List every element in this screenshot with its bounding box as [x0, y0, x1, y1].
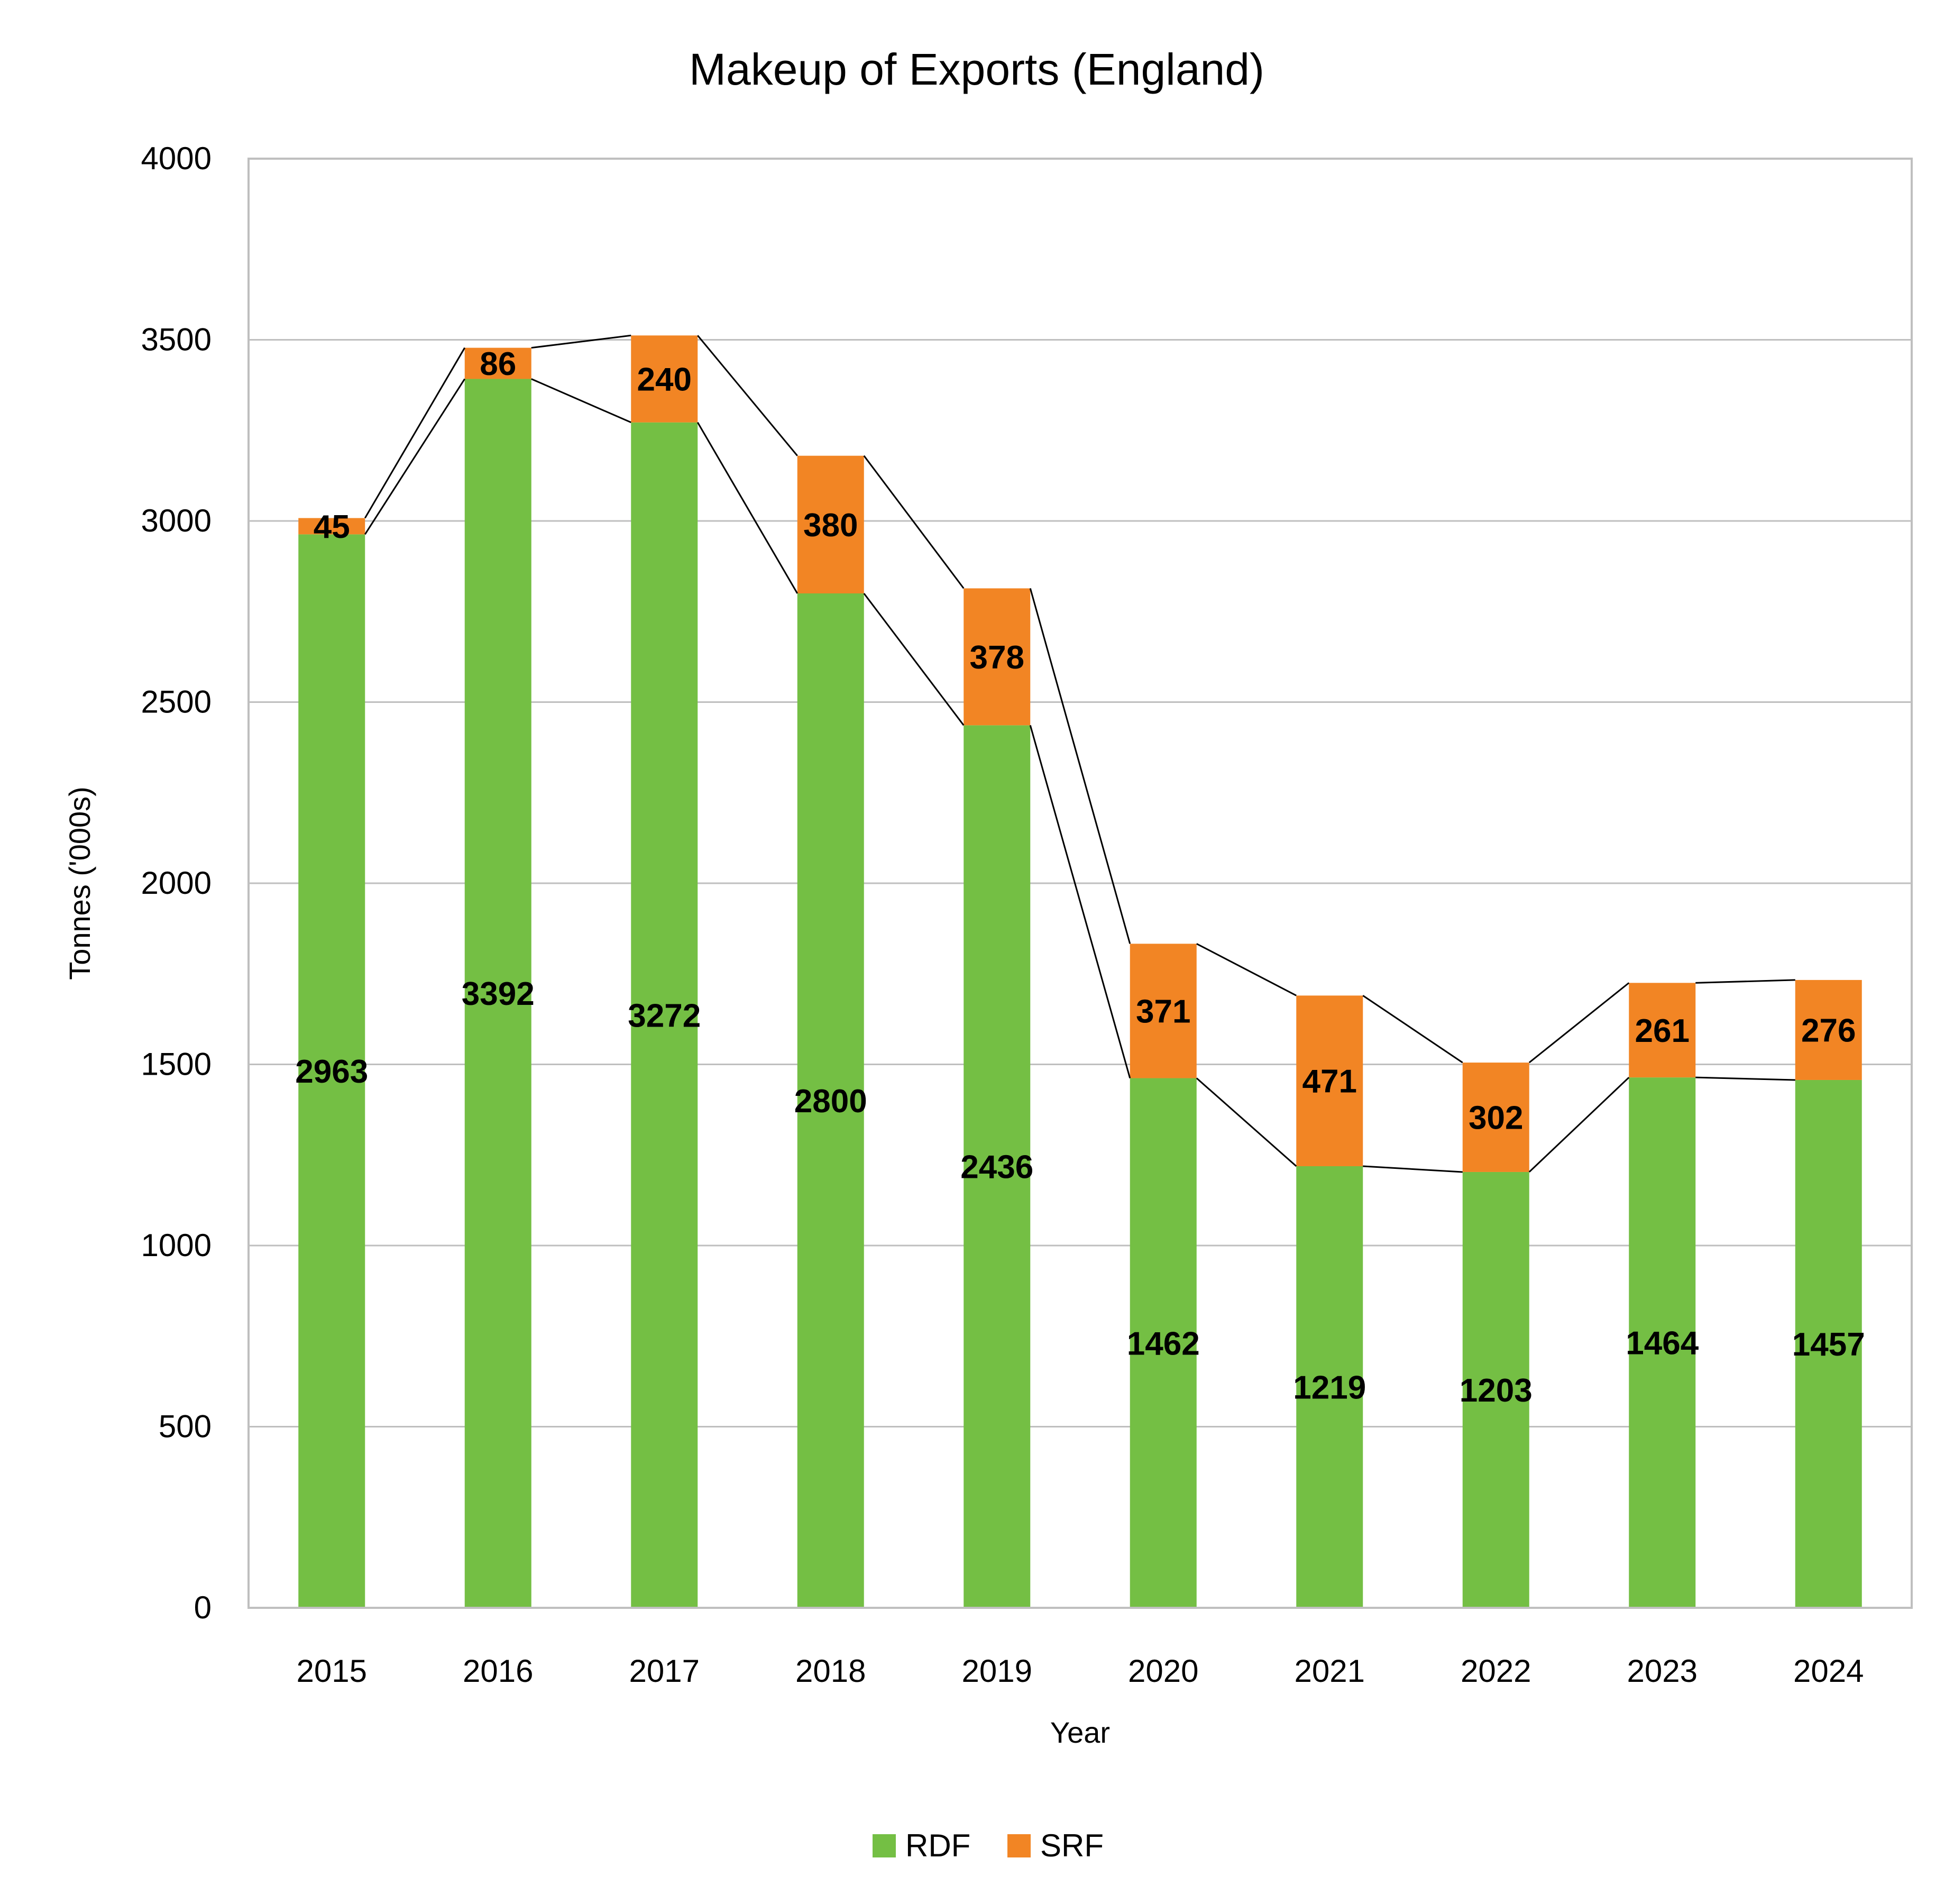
series-line-srf: [1362, 995, 1463, 1064]
bar-segment-rdf: [797, 593, 864, 1608]
series-line-srf: [1528, 982, 1630, 1064]
x-tick-label: 2017: [629, 1653, 700, 1689]
bar-segment-rdf: [1795, 1079, 1862, 1608]
y-tick-label: 3000: [141, 503, 212, 538]
data-label-srf: 45: [314, 509, 350, 545]
series-line-srf: [1695, 979, 1795, 984]
x-tick-label: 2019: [962, 1653, 1032, 1689]
y-tick-label: 2000: [141, 865, 212, 901]
bar-segment-srf: [797, 455, 864, 593]
data-label-srf: 371: [1136, 993, 1190, 1030]
bar-segment-rdf: [631, 422, 698, 1608]
plot-area-border: [247, 158, 1913, 1609]
data-label-srf: 86: [480, 346, 516, 382]
series-line-rdf: [531, 378, 631, 424]
bar-segment-srf: [1130, 944, 1197, 1078]
bar-segment-srf: [1795, 980, 1862, 1080]
data-label-rdf: 1219: [1293, 1369, 1366, 1406]
legend-swatch-rdf: [873, 1834, 896, 1857]
series-line-srf: [364, 347, 466, 519]
data-label-srf: 378: [970, 639, 1024, 676]
x-tick-label: 2022: [1461, 1653, 1531, 1689]
legend-label-rdf: RDF: [905, 1828, 970, 1863]
data-label-srf: 380: [803, 507, 858, 544]
bar-segment-srf: [964, 588, 1031, 726]
series-line-rdf: [364, 378, 466, 535]
data-label-rdf: 2963: [295, 1054, 368, 1090]
series-line-rdf: [863, 593, 965, 726]
x-tick-label: 2021: [1295, 1653, 1365, 1689]
data-label-rdf: 1462: [1127, 1325, 1200, 1362]
data-label-rdf: 2436: [960, 1149, 1033, 1186]
bar-segment-rdf: [464, 379, 531, 1608]
series-line-rdf: [1196, 1077, 1297, 1167]
bar-segment-srf: [1462, 1063, 1529, 1172]
chart-title: Makeup of Exports (England): [689, 44, 1264, 94]
legend-label-srf: SRF: [1040, 1828, 1104, 1863]
y-tick-label: 500: [159, 1409, 212, 1444]
series-line-srf: [531, 334, 631, 349]
data-label-rdf: 2800: [794, 1083, 867, 1120]
data-label-srf: 302: [1469, 1100, 1523, 1137]
bar-segment-rdf: [1130, 1078, 1197, 1608]
bar-segment-srf: [464, 347, 531, 379]
bar-segment-rdf: [1296, 1166, 1363, 1608]
legend: RDF SRF: [873, 1828, 1104, 1863]
bar-segment-srf: [1296, 995, 1363, 1166]
y-axis-ticks: 0 500 1000 1500 2000 2500 3000 3500 4000: [141, 141, 212, 1625]
y-axis-title: Tonnes ('000s): [63, 786, 96, 980]
x-axis-title: Year: [1050, 1716, 1110, 1749]
bar-segment-srf: [298, 518, 365, 535]
x-tick-label: 2020: [1128, 1653, 1198, 1689]
y-tick-label: 0: [194, 1590, 212, 1625]
bar-segment-rdf: [964, 725, 1031, 1608]
bar-segment-rdf: [1629, 1077, 1696, 1608]
data-label-rdf: 1464: [1626, 1325, 1699, 1362]
y-tick-label: 4000: [141, 141, 212, 176]
series-line-srf: [1196, 943, 1297, 996]
x-axis-ticks: 2015 2016 2017 2018 2019 2020 2021 2022 2023 2024: [297, 1653, 1864, 1689]
series-line-srf: [863, 455, 965, 589]
data-label-srf: 240: [637, 361, 692, 398]
series-line-srf: [1029, 588, 1131, 944]
series-line-rdf: [1029, 725, 1131, 1078]
x-tick-label: 2018: [795, 1653, 866, 1689]
series-line-srf: [697, 335, 798, 456]
data-label-srf: 471: [1302, 1064, 1357, 1100]
series-line-rdf: [1363, 1165, 1463, 1173]
x-tick-label: 2023: [1627, 1653, 1698, 1689]
y-tick-label: 1000: [141, 1228, 212, 1263]
series-line-rdf: [1695, 1076, 1795, 1081]
series-line-rdf: [696, 422, 799, 594]
x-tick-label: 2016: [463, 1653, 533, 1689]
series-lines: [364, 334, 1795, 1173]
data-label-rdf: 1203: [1460, 1372, 1533, 1409]
data-label-rdf: 3272: [628, 997, 701, 1034]
y-tick-label: 1500: [141, 1047, 212, 1082]
data-label-rdf: 3392: [462, 976, 535, 1012]
data-label-rdf: 1457: [1792, 1326, 1865, 1363]
y-tick-label: 2500: [141, 684, 212, 720]
y-tick-label: 3500: [141, 322, 212, 358]
x-tick-label: 2015: [297, 1653, 367, 1689]
data-label-srf: 276: [1801, 1012, 1856, 1049]
legend-swatch-srf: [1007, 1834, 1031, 1857]
data-label-srf: 261: [1635, 1013, 1690, 1049]
bar-segment-srf: [631, 335, 698, 423]
x-tick-label: 2024: [1793, 1653, 1864, 1689]
bars: [298, 335, 1862, 1608]
series-line-rdf: [1528, 1077, 1630, 1173]
bar-segment-rdf: [298, 534, 365, 1608]
bar-segment-srf: [1629, 983, 1696, 1078]
bar-segment-rdf: [1462, 1171, 1529, 1608]
data-labels: 2963 45 3392 86 3272 240 2800 380 2436 378 1462 371…: [295, 346, 1865, 1409]
